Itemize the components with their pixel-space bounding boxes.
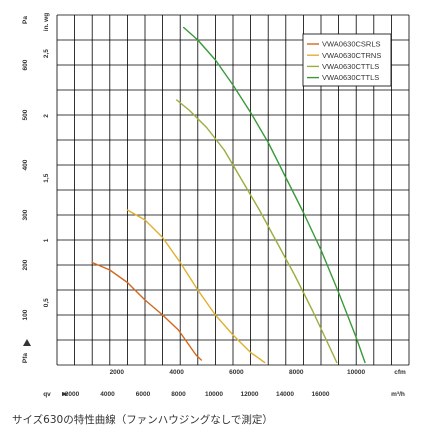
legend-entry: VWA0630CTTLS xyxy=(322,73,379,82)
m3h-tick-label: 2000 xyxy=(65,391,80,398)
pa-tick-label: 100 xyxy=(22,309,29,320)
series-line xyxy=(175,99,338,364)
m3h-tick-label: 16000 xyxy=(311,391,329,398)
series-line xyxy=(91,261,203,361)
m3h-tick-label: 14000 xyxy=(276,391,294,398)
series-line xyxy=(126,209,266,364)
legend-entry: VWA0630CTTLS xyxy=(322,62,379,71)
pa-tick-label: 300 xyxy=(22,209,29,220)
axis-labels: 100 200 300 400 500 600 0,5 1 1,5 2 2,5 Pa in. wg Pfa… xyxy=(22,13,406,398)
m3h-tick-label: 10000 xyxy=(205,391,223,398)
flow-arrow-icon xyxy=(62,392,69,396)
fan-curves xyxy=(91,26,366,364)
inwg-tick-label: 1,5 xyxy=(43,173,50,182)
m3h-tick-label: 6000 xyxy=(136,391,151,398)
flow-symbol: qv xyxy=(43,391,51,398)
grid xyxy=(56,14,410,366)
series-line xyxy=(182,26,366,364)
cfm-tick-label: 2000 xyxy=(110,369,125,376)
pa-tick-label: 400 xyxy=(22,159,29,170)
pa-tick-label: 500 xyxy=(22,109,29,120)
pa-unit-label: Pa xyxy=(22,16,29,24)
cfm-tick-label: 8000 xyxy=(289,369,304,376)
fan-curve-chart: 100 200 300 400 500 600 0,5 1 1,5 2 2,5 Pa in. wg Pfa… xyxy=(22,13,410,398)
m3h-tick-label: 8000 xyxy=(171,391,186,398)
m3h-tick-label: 4000 xyxy=(100,391,115,398)
pa-tick-label: 600 xyxy=(22,59,29,70)
legend: VWA0630CSRLS VWA0630CTRNS VWA0630CTTLS VWA0… xyxy=(302,33,392,87)
m3h-tick-label: 12000 xyxy=(240,391,258,398)
chart-caption: サイズ630の特性曲線（ファンハウジングなしで測定） xyxy=(12,414,273,426)
cfm-tick-label: 4000 xyxy=(169,369,184,376)
pressure-symbol: Pfa xyxy=(22,353,29,364)
cfm-tick-label: 10000 xyxy=(347,369,365,376)
pressure-arrow-icon xyxy=(23,339,31,346)
pa-tick-label: 200 xyxy=(22,259,29,270)
legend-entry: VWA0630CTRNS xyxy=(322,51,381,60)
inwg-tick-label: 0,5 xyxy=(43,298,50,307)
inwg-tick-label: 2 xyxy=(43,114,50,118)
cfm-tick-label: 6000 xyxy=(229,369,244,376)
inwg-tick-label: 2,5 xyxy=(43,49,50,58)
inwg-tick-label: 1 xyxy=(43,238,50,242)
m3h-unit-label: m³/h xyxy=(391,391,405,398)
inwg-unit-label: in. wg xyxy=(43,13,50,31)
cfm-unit-label: cfm xyxy=(394,369,406,376)
legend-entry: VWA0630CSRLS xyxy=(322,40,381,49)
